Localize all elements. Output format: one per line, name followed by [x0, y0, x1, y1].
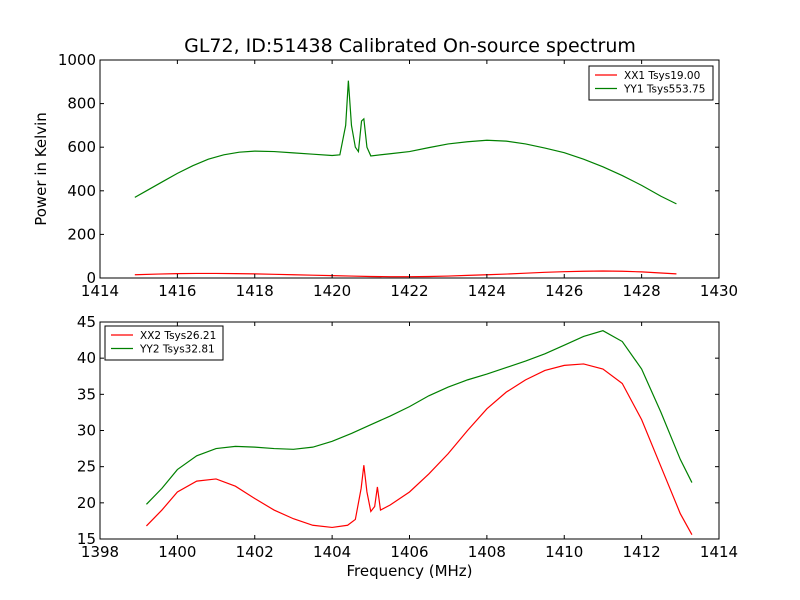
y-tick-label: 1000	[58, 51, 96, 69]
top-panel: 1414 1416 1418 1420 1422 1424 1426 1428 1430 0 200…	[32, 51, 738, 300]
series-line-1-0	[145, 363, 693, 535]
x-tick-label: 1422	[390, 282, 428, 300]
x-tick-label: 1414	[700, 543, 738, 561]
legend-entry: YY1 Tsys553.75	[623, 84, 705, 96]
x-tick-label: 1406	[390, 543, 428, 561]
legend-entry: XX1 Tsys19.00	[624, 70, 700, 82]
bottom-panel: 1398 1400 1402 1404 1406 1408 1410 1412 1414 15 20…	[77, 313, 738, 580]
y-tick-label: 45	[77, 313, 96, 331]
y-tick-label: 30	[77, 422, 96, 440]
legend-entry: XX2 Tsys26.21	[140, 330, 216, 342]
x-tick-label: 1410	[545, 543, 583, 561]
x-axis-label: Frequency (MHz)	[346, 562, 472, 580]
y-tick-label: 20	[77, 494, 96, 512]
chart-title: GL72, ID:51438 Calibrated On-source spec…	[184, 35, 636, 57]
series-line-1-1	[145, 330, 693, 505]
x-tick-label: 1426	[545, 282, 583, 300]
x-tick-label: 1412	[623, 543, 661, 561]
x-tick-label: 1400	[158, 543, 196, 561]
x-tick-label: 1402	[236, 543, 274, 561]
x-tick-label: 1404	[313, 543, 351, 561]
y-axis-label: Power in Kelvin	[32, 112, 50, 226]
x-tick-label: 1420	[313, 282, 351, 300]
x-tick-label: 1398	[81, 543, 119, 561]
y-tick-label: 400	[67, 182, 96, 200]
x-tick-label: 1408	[468, 543, 506, 561]
legend-entry: YY2 Tsys32.81	[139, 344, 215, 356]
y-tick-label: 15	[77, 530, 96, 548]
y-tick-label: 35	[77, 385, 96, 403]
legend-box	[104, 325, 224, 361]
legend: XX2 Tsys26.21 YY2 Tsys32.81	[104, 325, 224, 361]
legend: XX1 Tsys19.00 YY1 Tsys553.75	[588, 65, 714, 101]
x-tick-label: 1418	[236, 282, 274, 300]
x-tick-label: 1414	[81, 282, 119, 300]
y-tick-label: 600	[67, 138, 96, 156]
series-line-0-1	[134, 80, 677, 205]
x-tick-label: 1428	[623, 282, 661, 300]
series-line-0-0	[134, 270, 677, 278]
y-tick-label: 800	[67, 95, 96, 113]
y-tick-label: 200	[67, 225, 96, 243]
x-tick-label: 1416	[158, 282, 196, 300]
y-tick-label: 40	[77, 349, 96, 367]
x-tick-label: 1424	[468, 282, 506, 300]
legend-box	[588, 65, 714, 101]
y-tick-label: 25	[77, 458, 96, 476]
y-tick-label: 0	[86, 269, 96, 287]
x-tick-label: 1430	[700, 282, 738, 300]
